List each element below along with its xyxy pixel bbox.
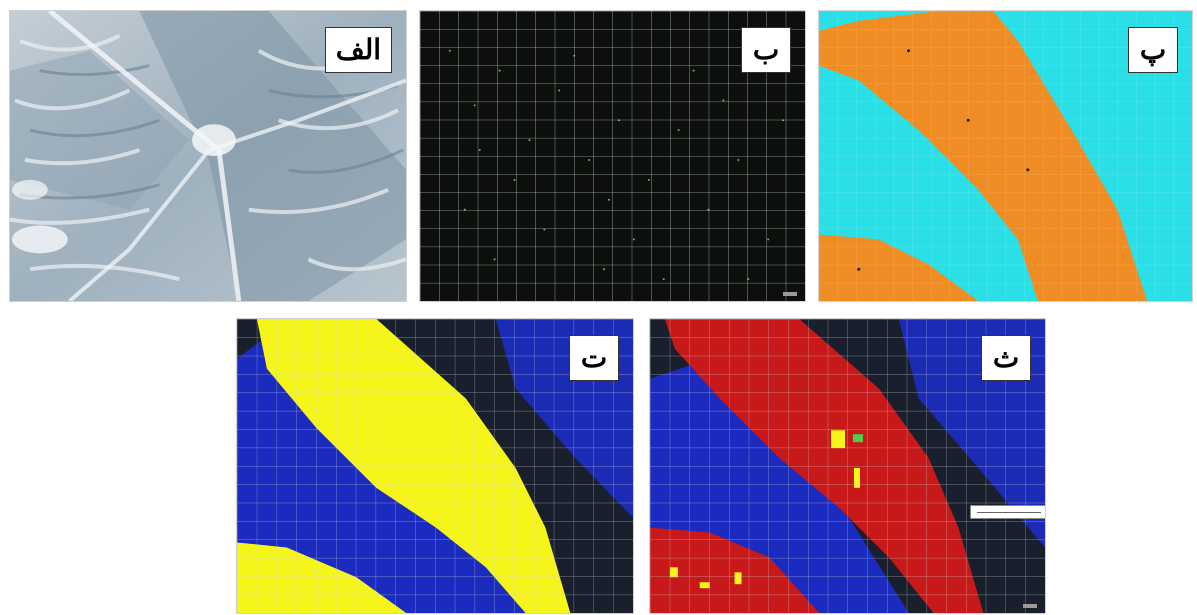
panel-label-alef: الف [324,27,392,73]
grid-points-graphic [420,11,805,301]
scale-marker [783,292,797,296]
panel-alef-aerial-image: الف [9,10,407,302]
panel-te-yellow-classification: ت [236,318,634,614]
class-map-graphic [819,11,1192,301]
panel-label-be: ب [741,27,791,73]
yellow-classification-graphic [237,319,633,613]
panel-label-te: ت [569,335,619,381]
panel-se-red-classification: ث [649,318,1046,614]
panel-be-grid-points: ب [419,10,806,302]
panel-label-pe: پ [1128,27,1178,73]
panel-pe-class-map: پ [818,10,1193,302]
panel-label-se: ث [981,335,1031,381]
legend-strip [970,505,1045,519]
scale-marker [1023,604,1037,608]
red-classification-graphic [650,319,1045,613]
